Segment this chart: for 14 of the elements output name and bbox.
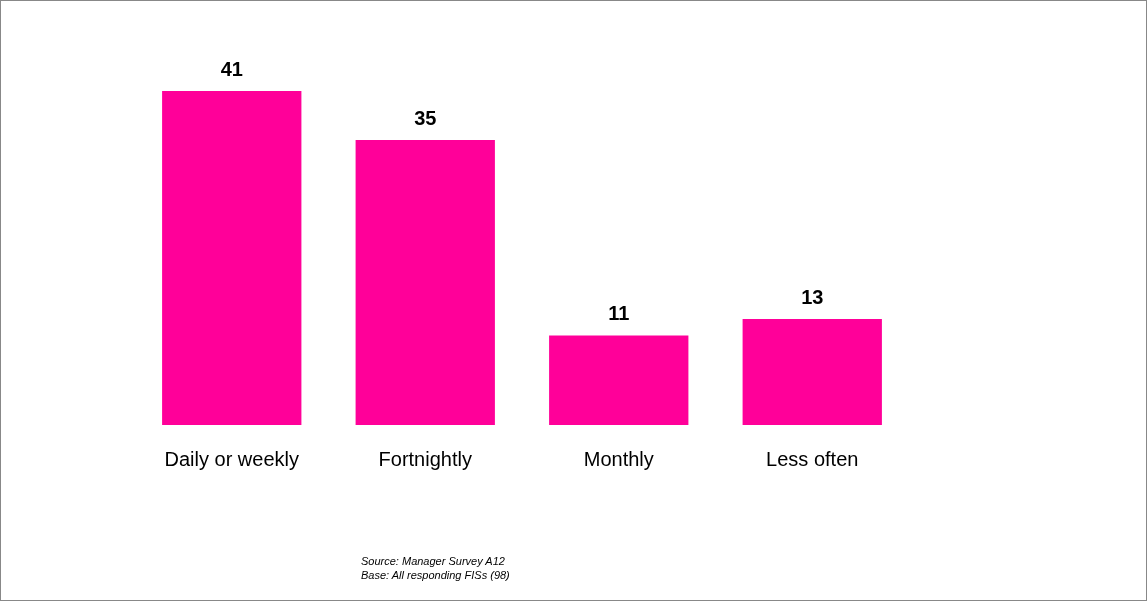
text: Base: All responding FISs (98) (361, 568, 511, 581)
bar (355, 139, 495, 425)
x-tick-label: Less often (766, 448, 859, 470)
x-tick-label: Daily or weekly (164, 448, 299, 470)
x-tick-label: Fortnightly (378, 448, 472, 470)
data-label: 41 (220, 58, 243, 80)
source-note: Source: Manager Survey A12 (361, 554, 505, 567)
bar (162, 91, 302, 425)
data-label: 35 (414, 106, 437, 129)
data-label: 11 (608, 302, 630, 325)
bar (742, 319, 882, 425)
bar (549, 335, 689, 425)
data-label: 13 (801, 286, 824, 309)
x-tick-label: Monthly (583, 448, 654, 470)
